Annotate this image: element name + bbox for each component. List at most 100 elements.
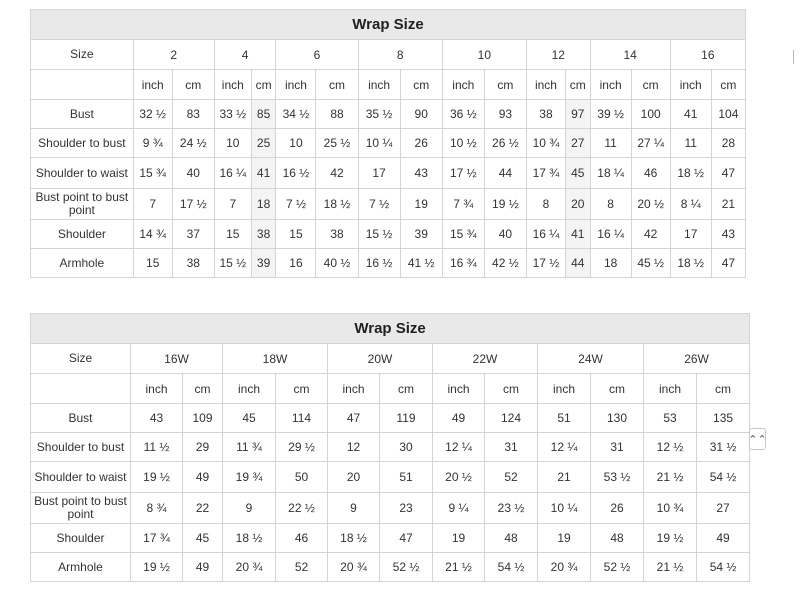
inch-value-cell: 19 ¾ — [222, 461, 276, 493]
inch-value-cell: 34 ½ — [275, 99, 317, 129]
cm-value-cell: 45 — [564, 157, 591, 189]
row-label: Bust — [30, 99, 134, 129]
table-row: Bust point to bust point 8 ¾ 22 9 22 ½ 9 23 9 ¼… — [30, 492, 751, 524]
size-header-cell: 12 — [525, 39, 591, 70]
inch-value-cell: 9 ¾ — [132, 128, 173, 158]
inch-value-cell: 16 ¼ — [525, 219, 566, 249]
inch-value-cell: 19 ½ — [643, 523, 697, 553]
cm-value-cell: 48 — [484, 523, 538, 553]
cm-value-cell: 27 — [695, 492, 751, 524]
size-header-row: Size 16W 18W 20W 22W 24W 26W — [30, 343, 751, 374]
row-label: Armhole — [30, 248, 134, 278]
cm-value-cell: 23 — [379, 492, 433, 524]
cm-value-cell: 28 — [710, 128, 747, 158]
inch-value-cell: 16 ½ — [357, 248, 401, 278]
unit-cm-cell: cm — [630, 69, 671, 100]
scroll-to-top-button[interactable]: ⌃⌃ — [748, 428, 767, 450]
cm-value-cell: 100 — [630, 99, 671, 129]
unit-cm-cell: cm — [483, 69, 527, 100]
unit-cm-cell: cm — [275, 373, 328, 404]
cm-value-cell: 42 — [630, 219, 671, 249]
inch-value-cell: 8 — [525, 188, 566, 220]
cm-value-cell: 46 — [630, 157, 671, 189]
cm-value-cell: 52 — [484, 461, 538, 493]
inch-value-cell: 19 ½ — [130, 461, 183, 493]
table-title-row: Wrap Size — [30, 9, 746, 40]
unit-cm-cell: cm — [315, 69, 359, 100]
inch-value-cell: 10 ½ — [441, 128, 485, 158]
inch-value-cell: 17 ½ — [525, 248, 566, 278]
inch-value-cell: 18 ¼ — [589, 157, 632, 189]
inch-value-cell: 10 — [213, 128, 252, 158]
table-row: Shoulder 17 ¾ 45 18 ½ 46 18 ½ 47 19 48 19 48 19 ½ 49 — [30, 523, 751, 553]
table-row: Shoulder to waist 19 ½ 49 19 ¾ 50 20 51 20 ½ 52 2… — [30, 461, 751, 493]
size-header-cell: 20W — [327, 343, 433, 374]
inch-value-cell: 9 — [327, 492, 380, 524]
inch-value-cell: 18 ½ — [327, 523, 380, 553]
inch-value-cell: 35 ½ — [357, 99, 401, 129]
cm-value-cell: 38 — [315, 219, 359, 249]
inch-value-cell: 20 ¾ — [327, 552, 380, 582]
unit-cm-cell: cm — [182, 373, 223, 404]
row-label: Bust point to bust point — [30, 188, 134, 220]
cm-value-cell: 31 — [484, 432, 538, 462]
inch-value-cell: 12 — [327, 432, 380, 462]
unit-inch-cell: inch — [643, 373, 697, 404]
inch-value-cell: 15 ¾ — [441, 219, 485, 249]
inch-value-cell: 10 ¼ — [357, 128, 401, 158]
size-header-cell: 16W — [130, 343, 223, 374]
inch-value-cell: 7 ¾ — [441, 188, 485, 220]
inch-value-cell: 45 — [222, 403, 276, 433]
inch-value-cell: 17 ¾ — [525, 157, 566, 189]
table-row: Bust 32 ½ 83 33 ½ 85 34 ½ 88 35 ½ 90 36 ½ 93 38 97 39… — [30, 99, 747, 129]
unit-inch-cell: inch — [432, 373, 485, 404]
inch-value-cell: 21 ½ — [432, 552, 485, 582]
unit-inch-cell: inch — [441, 69, 485, 100]
inch-value-cell: 12 ¼ — [432, 432, 485, 462]
inch-value-cell: 15 — [213, 219, 252, 249]
inch-value-cell: 20 ½ — [432, 461, 485, 493]
size-header-cell: 2 — [132, 39, 215, 70]
unit-inch-cell: inch — [275, 69, 317, 100]
inch-value-cell: 9 — [222, 492, 276, 524]
unit-inch-cell: inch — [222, 373, 276, 404]
inch-value-cell: 16 ½ — [275, 157, 317, 189]
cm-value-cell: 54 ½ — [695, 552, 751, 582]
inch-value-cell: 15 — [275, 219, 317, 249]
size-header-cell: 14 — [589, 39, 671, 70]
cm-value-cell: 85 — [250, 99, 277, 129]
unit-cm-cell: cm — [564, 69, 591, 100]
cm-value-cell: 31 ½ — [695, 432, 751, 462]
inch-value-cell: 12 ¼ — [537, 432, 591, 462]
inch-value-cell: 21 — [537, 461, 591, 493]
unit-inch-cell: inch — [132, 69, 173, 100]
row-label: Bust point to bust point — [30, 492, 131, 524]
cm-value-cell: 20 ½ — [630, 188, 671, 220]
cm-value-cell: 42 ½ — [483, 248, 527, 278]
cm-value-cell: 37 — [171, 219, 215, 249]
unit-cm-cell: cm — [710, 69, 747, 100]
inch-value-cell: 7 ½ — [357, 188, 401, 220]
cm-value-cell: 29 — [182, 432, 223, 462]
inch-value-cell: 38 — [525, 99, 566, 129]
inch-value-cell: 39 ½ — [589, 99, 632, 129]
size-header-cell: 10 — [441, 39, 527, 70]
cm-value-cell: 26 — [590, 492, 644, 524]
cm-value-cell: 25 ½ — [315, 128, 359, 158]
inch-value-cell: 19 — [432, 523, 485, 553]
size-header-label: Size — [30, 39, 134, 70]
inch-value-cell: 17 — [669, 219, 712, 249]
table-row: Shoulder to waist 15 ¾ 40 16 ¼ 41 16 ½ 42 17 43 1… — [30, 157, 747, 189]
unit-inch-cell: inch — [525, 69, 566, 100]
cm-value-cell: 38 — [171, 248, 215, 278]
inch-value-cell: 18 — [589, 248, 632, 278]
inch-value-cell: 16 — [275, 248, 317, 278]
inch-value-cell: 20 ¾ — [537, 552, 591, 582]
table-row: Shoulder 14 ¾ 37 15 38 15 38 15 ½ 39 15 ¾ 40 16 ¼ 41… — [30, 219, 747, 249]
cm-value-cell: 48 — [590, 523, 644, 553]
cm-value-cell: 44 — [564, 248, 591, 278]
inch-value-cell: 43 — [130, 403, 183, 433]
